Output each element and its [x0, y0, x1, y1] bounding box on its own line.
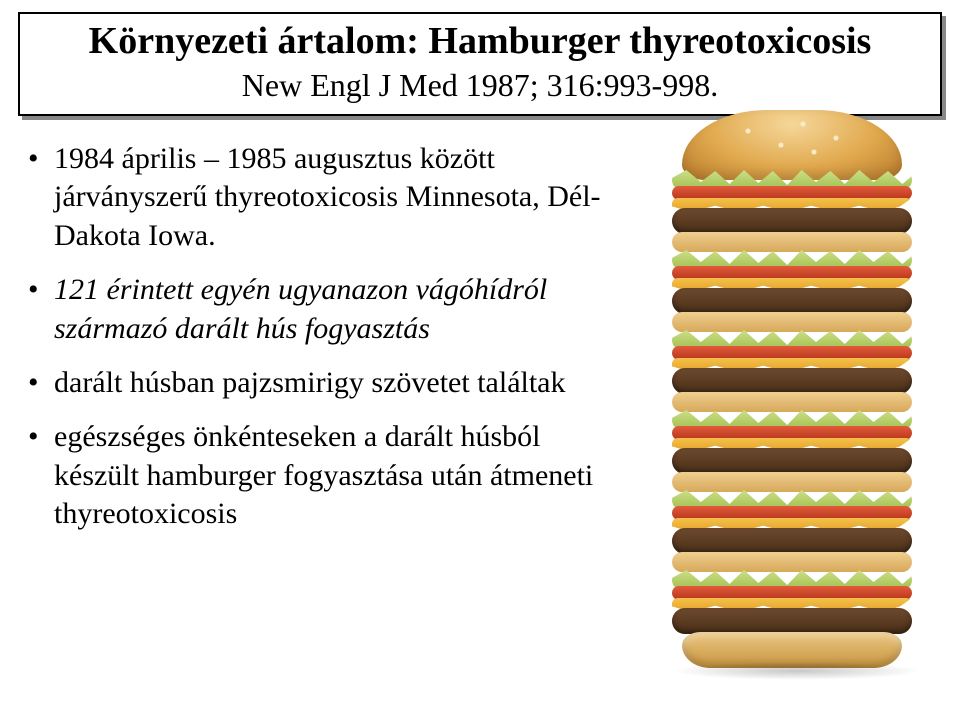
- shadow-icon: [672, 662, 922, 680]
- bullet-list: 1984 április – 1985 augusztus között jár…: [28, 140, 618, 550]
- tomato-icon: [672, 506, 912, 520]
- patty-icon: [672, 448, 912, 474]
- bun-mid-icon: [672, 552, 912, 572]
- bullet-item: egészséges önkénteseken a darált húsból …: [28, 418, 618, 533]
- hamburger-image: [642, 110, 942, 690]
- bullet-item: darált húsban pajzsmirigy szövetet talál…: [28, 364, 618, 402]
- bullet-item: 121 érintett egyén ugyanazon vágóhídról …: [28, 271, 618, 348]
- bun-mid-icon: [672, 392, 912, 412]
- tomato-icon: [672, 266, 912, 280]
- patty-icon: [672, 208, 912, 234]
- title-main: Környezeti ártalom: Hamburger thyreotoxi…: [34, 20, 926, 64]
- tomato-icon: [672, 426, 912, 440]
- tomato-icon: [672, 186, 912, 200]
- patty-icon: [672, 288, 912, 314]
- bun-mid-icon: [672, 472, 912, 492]
- bullet-item: 1984 április – 1985 augusztus között jár…: [28, 140, 618, 255]
- tomato-icon: [672, 586, 912, 600]
- patty-icon: [672, 528, 912, 554]
- bun-mid-icon: [672, 312, 912, 332]
- patty-icon: [672, 608, 912, 634]
- slide: Környezeti ártalom: Hamburger thyreotoxi…: [0, 0, 960, 703]
- title-box: Környezeti ártalom: Hamburger thyreotoxi…: [18, 12, 942, 116]
- tomato-icon: [672, 346, 912, 360]
- bun-mid-icon: [672, 232, 912, 252]
- bun-top-icon: [682, 110, 902, 180]
- patty-icon: [672, 368, 912, 394]
- title-sub: New Engl J Med 1987; 316:993-998.: [34, 66, 926, 104]
